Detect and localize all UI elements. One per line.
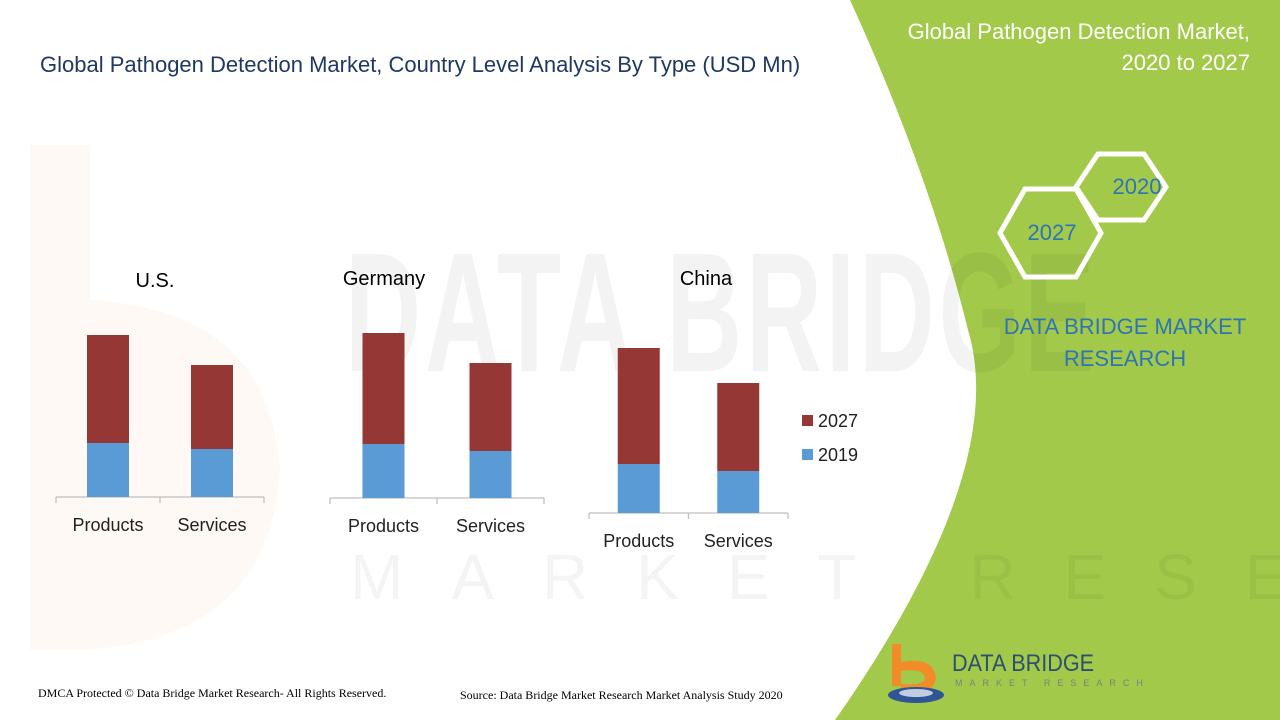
x-tick-label: Products [72, 515, 143, 535]
bar-products-2027 [362, 333, 405, 444]
watermark-subtext: MARKET RESEARCH [350, 540, 1280, 614]
bar-services-2019 [717, 471, 760, 513]
footer-dmca: DMCA Protected © Data Bridge Market Rese… [38, 686, 387, 700]
chart-title: China [680, 268, 733, 290]
bar-products-2019 [362, 444, 405, 498]
hexagon-badges [997, 151, 1170, 280]
chart-title: Germany [343, 268, 425, 290]
hex-label-2027: 2027 [1027, 220, 1077, 245]
bar-services-2027 [191, 365, 233, 449]
chart-u-s: U.S. Products Services [55, 270, 265, 535]
bar-products-2027 [87, 335, 129, 443]
bar-products-2019 [87, 443, 129, 497]
brand-line1: DATA BRIDGE MARKET [1003, 314, 1247, 339]
chart-china: China Products Services [588, 268, 789, 551]
page-title: Global Pathogen Detection Market, Countr… [40, 52, 801, 77]
footer-source: Source: Data Bridge Market Research Mark… [460, 688, 783, 702]
hex-label-2020: 2020 [1112, 174, 1162, 199]
brand-line2: RESEARCH [1063, 346, 1187, 371]
legend-label-2027: 2027 [818, 411, 858, 431]
x-tick-label: Services [704, 531, 773, 551]
panel-title-line1: Global Pathogen Detection Market, [907, 19, 1250, 44]
bar-services-2019 [469, 451, 512, 498]
bar-services-2019 [191, 449, 233, 497]
hexagon-2027 [997, 186, 1104, 280]
x-tick-label: Products [348, 516, 419, 536]
x-tick-label: Services [456, 516, 525, 536]
logo-name: DATA BRIDGE [952, 650, 1095, 677]
bar-services-2027 [717, 383, 760, 471]
panel-title: Global Pathogen Detection Market, 2020 t… [830, 16, 1250, 78]
chart-title: U.S. [136, 270, 175, 292]
logo-subtext: MARKET RESEARCH [955, 678, 1150, 688]
x-tick-label: Products [603, 531, 674, 551]
bar-products-2019 [617, 464, 660, 513]
bar-products-2027 [617, 348, 660, 464]
logo-icon [888, 644, 944, 703]
chart-germany: Germany Products Services [329, 268, 545, 536]
panel-title-line2: 2020 to 2027 [1121, 50, 1250, 75]
x-tick-label: Services [177, 515, 246, 535]
legend-swatch-2019 [802, 449, 813, 460]
bar-services-2027 [469, 363, 512, 451]
legend-label-2019: 2019 [818, 445, 858, 465]
legend-swatch-2027 [802, 415, 813, 426]
brand-name: DATA BRIDGE MARKET RESEARCH [985, 311, 1265, 375]
